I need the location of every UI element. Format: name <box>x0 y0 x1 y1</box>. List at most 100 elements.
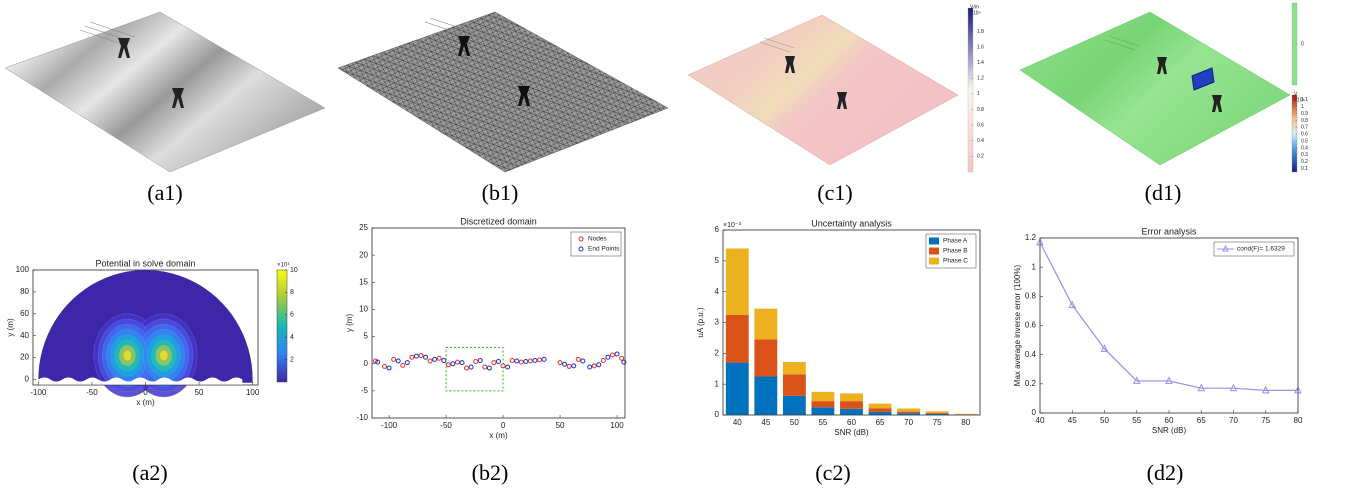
bar-segment <box>954 414 977 415</box>
colorbar-tick-label: 0.4 <box>977 138 984 144</box>
render-d1 <box>1020 3 1297 172</box>
y-tick-label: 25 <box>359 223 368 232</box>
bar-segment <box>926 413 949 414</box>
x-tick-label: 65 <box>1197 416 1206 425</box>
x-tick-label: -50 <box>440 421 452 430</box>
y-tick-label: 0.6 <box>1025 321 1037 330</box>
x-tick-label: 65 <box>876 418 885 427</box>
colorbar-tick-label: 1.8 <box>977 29 984 35</box>
x-tick-label: 40 <box>1036 416 1045 425</box>
bar-segment <box>840 409 863 415</box>
colorbar-tick-label: 1 <box>977 91 980 97</box>
y-tick-label: 5 <box>715 256 720 265</box>
bar-segment <box>869 412 892 415</box>
legend-label: Nodes <box>588 236 608 243</box>
contour <box>123 350 131 360</box>
colorbar-tick-label: 0.2 <box>977 154 984 160</box>
y-axis-label: Max average inverse error (100%) <box>1013 264 1022 386</box>
bar-segment <box>783 362 806 374</box>
legend-label: Phase A <box>943 238 968 245</box>
ground <box>38 378 242 385</box>
x-tick-label: 0 <box>143 388 148 397</box>
chart-title: Discretized domain <box>460 216 537 226</box>
y-tick-label: 15 <box>359 277 368 286</box>
bar-segment <box>869 408 892 412</box>
colorbar-tick-label: 0.6 <box>1301 132 1308 138</box>
colorbar-tick-label: 1.2 <box>977 76 984 82</box>
legend-label: Phase C <box>943 258 968 265</box>
contour <box>160 350 168 360</box>
y-tick-label: -5 <box>361 386 369 395</box>
bar-segment <box>812 392 835 401</box>
colorbar-scale: ×10⁴ <box>970 10 981 16</box>
y-tick-label: 20 <box>20 353 29 362</box>
x-tick-label: 100 <box>610 421 624 430</box>
chart-title: Error analysis <box>1141 226 1197 236</box>
x-tick-label: -100 <box>381 421 398 430</box>
colorbar-tick-label: 0.9 <box>1301 111 1308 117</box>
colorbar-tick-label: 0.7 <box>1301 125 1308 131</box>
x-tick-label: 45 <box>761 418 770 427</box>
colorbar-tick-label: 1 <box>1301 104 1304 110</box>
y-axis-label: y (m) <box>345 314 354 333</box>
x-axis-label: SNR (dB) <box>1152 426 1187 435</box>
colorbar-tick-label: 4 <box>290 334 294 341</box>
caption: (d2) <box>1147 460 1184 485</box>
colorbar-tick-label: 0.4 <box>1301 145 1308 151</box>
y-tick-label: 60 <box>20 309 29 318</box>
y-tick-label: 1.2 <box>1025 233 1037 242</box>
bar-segment <box>840 393 863 401</box>
legend-label: cond(F)= 1.6329 <box>1237 246 1285 253</box>
y-tick-label: 2 <box>715 348 720 357</box>
caption: (c2) <box>815 460 850 485</box>
colorbar-tick-label: 0.2 <box>1301 159 1308 165</box>
colorbar-tick-label: 0.1 <box>1301 166 1308 172</box>
y-tick-label: 4 <box>715 287 720 296</box>
bar-segment <box>812 407 835 415</box>
bar-segment <box>812 401 835 407</box>
y-tick-label: 0 <box>364 359 369 368</box>
caption: (b1) <box>482 180 519 205</box>
caption: (a2) <box>132 460 167 485</box>
bar-segment <box>726 315 749 363</box>
x-axis-label: SNR (dB) <box>834 428 869 437</box>
x-tick-label: 70 <box>1229 416 1238 425</box>
colorbar-label: ×10⁴ <box>277 262 290 269</box>
caption: (a1) <box>147 180 182 205</box>
legend-label: End Points <box>588 246 620 253</box>
x-tick-label: 75 <box>933 418 942 427</box>
y-tick-label: 3 <box>715 318 720 327</box>
render-a1 <box>5 12 325 172</box>
page: {"captions": ["(a1)", "(b1)", "(c1)", "(… <box>0 0 1346 497</box>
colorbar-tick-label: 0.5 <box>1301 138 1308 144</box>
bar-segment <box>783 396 806 415</box>
legend-label: Phase B <box>943 248 968 255</box>
legend-swatch <box>929 248 939 255</box>
x-tick-label: 80 <box>961 418 970 427</box>
bar-segment <box>754 339 777 376</box>
render-c1 <box>688 8 973 172</box>
colorbar-tick-label: 0.3 <box>1301 152 1308 158</box>
colorbar-tick-label: 2 <box>290 356 294 363</box>
y-tick-label: 1 <box>1032 262 1037 271</box>
colorbar <box>277 270 287 382</box>
x-tick-label: 50 <box>195 388 204 397</box>
bar-segment <box>897 412 920 414</box>
y-tick-label: 0 <box>25 375 30 384</box>
x-tick-label: 60 <box>847 418 856 427</box>
colorbar-tick-label: 1.6 <box>977 44 984 50</box>
bar-segment <box>754 309 777 340</box>
y-tick-label: 10 <box>359 305 368 314</box>
colorbar-tick-label: 6 <box>290 312 294 319</box>
y-tick-label: 0.4 <box>1025 350 1037 359</box>
chart-title: Potential in solve domain <box>95 258 195 268</box>
chart-title: Uncertainty analysis <box>811 218 892 228</box>
caption: (b2) <box>472 460 509 485</box>
caption: (d1) <box>1145 180 1182 205</box>
bar-segment <box>926 411 949 413</box>
bar-segment <box>783 374 806 396</box>
y-tick-label: -10 <box>356 413 368 422</box>
colorbar-tick-label: 0.6 <box>977 122 984 128</box>
y-axis-label: y (m) <box>6 318 15 337</box>
colorbar-tick-label: 0 <box>1301 41 1304 47</box>
